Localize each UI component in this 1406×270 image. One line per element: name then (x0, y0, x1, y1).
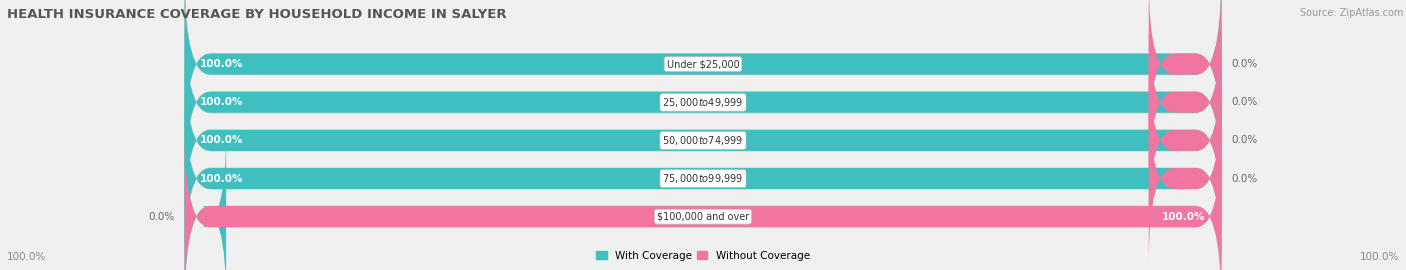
FancyBboxPatch shape (1149, 56, 1222, 225)
FancyBboxPatch shape (184, 56, 1222, 225)
Text: 100.0%: 100.0% (200, 174, 243, 184)
Legend: With Coverage, Without Coverage: With Coverage, Without Coverage (592, 247, 814, 265)
Text: 0.0%: 0.0% (1232, 97, 1258, 107)
Text: $25,000 to $49,999: $25,000 to $49,999 (662, 96, 744, 109)
Text: Under $25,000: Under $25,000 (666, 59, 740, 69)
FancyBboxPatch shape (1149, 18, 1222, 187)
Text: 100.0%: 100.0% (1360, 251, 1399, 262)
Text: Source: ZipAtlas.com: Source: ZipAtlas.com (1299, 8, 1403, 18)
FancyBboxPatch shape (1149, 0, 1222, 149)
FancyBboxPatch shape (184, 56, 1222, 225)
Text: 0.0%: 0.0% (1232, 174, 1258, 184)
FancyBboxPatch shape (184, 18, 1222, 187)
Text: 100.0%: 100.0% (200, 59, 243, 69)
Text: HEALTH INSURANCE COVERAGE BY HOUSEHOLD INCOME IN SALYER: HEALTH INSURANCE COVERAGE BY HOUSEHOLD I… (7, 8, 506, 21)
FancyBboxPatch shape (184, 132, 226, 270)
FancyBboxPatch shape (184, 18, 1222, 187)
FancyBboxPatch shape (184, 132, 1222, 270)
Text: $50,000 to $74,999: $50,000 to $74,999 (662, 134, 744, 147)
FancyBboxPatch shape (184, 0, 1222, 149)
Text: 100.0%: 100.0% (200, 135, 243, 146)
Text: $75,000 to $99,999: $75,000 to $99,999 (662, 172, 744, 185)
Text: 100.0%: 100.0% (1163, 212, 1206, 222)
FancyBboxPatch shape (184, 132, 1222, 270)
Text: 100.0%: 100.0% (7, 251, 46, 262)
FancyBboxPatch shape (184, 94, 1222, 263)
FancyBboxPatch shape (184, 0, 1222, 149)
Text: 100.0%: 100.0% (200, 97, 243, 107)
FancyBboxPatch shape (1149, 94, 1222, 263)
FancyBboxPatch shape (184, 94, 1222, 263)
Text: 0.0%: 0.0% (1232, 59, 1258, 69)
Text: 0.0%: 0.0% (148, 212, 174, 222)
Text: 0.0%: 0.0% (1232, 135, 1258, 146)
Text: $100,000 and over: $100,000 and over (657, 212, 749, 222)
